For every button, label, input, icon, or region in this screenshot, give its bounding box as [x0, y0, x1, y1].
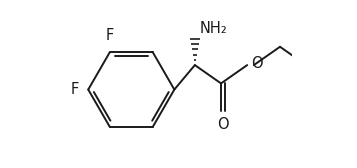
Text: O: O: [217, 117, 228, 132]
Text: F: F: [70, 82, 79, 97]
Text: O: O: [251, 56, 263, 71]
Text: NH₂: NH₂: [200, 22, 228, 36]
Text: F: F: [106, 28, 114, 43]
